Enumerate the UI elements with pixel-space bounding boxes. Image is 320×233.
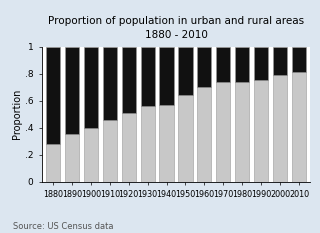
Bar [235, 82, 249, 182]
Bar [84, 47, 98, 128]
Bar [178, 95, 193, 182]
Text: Proportion of population in urban and rural areas: Proportion of population in urban and ru… [48, 16, 304, 26]
Bar [103, 47, 117, 120]
Text: 1880 - 2010: 1880 - 2010 [145, 30, 207, 40]
Bar [159, 105, 174, 182]
Bar [197, 87, 212, 182]
Bar [122, 47, 136, 113]
Bar [84, 128, 98, 182]
Bar [254, 80, 268, 182]
Bar [235, 47, 249, 82]
Bar [254, 47, 268, 80]
Bar [273, 75, 287, 182]
Bar [273, 47, 287, 75]
Bar [292, 72, 306, 182]
Bar [46, 144, 60, 182]
Bar [292, 47, 306, 72]
Bar [216, 47, 230, 82]
Bar [140, 106, 155, 182]
Bar [178, 47, 193, 95]
Text: Source: US Census data: Source: US Census data [13, 222, 113, 231]
Bar [216, 82, 230, 182]
Bar [65, 47, 79, 134]
Bar [103, 120, 117, 182]
Bar [65, 134, 79, 182]
Bar [140, 47, 155, 106]
Bar [122, 113, 136, 182]
Bar [46, 47, 60, 144]
Bar [159, 47, 174, 105]
Bar [197, 47, 212, 87]
Y-axis label: Proportion: Proportion [12, 89, 22, 139]
